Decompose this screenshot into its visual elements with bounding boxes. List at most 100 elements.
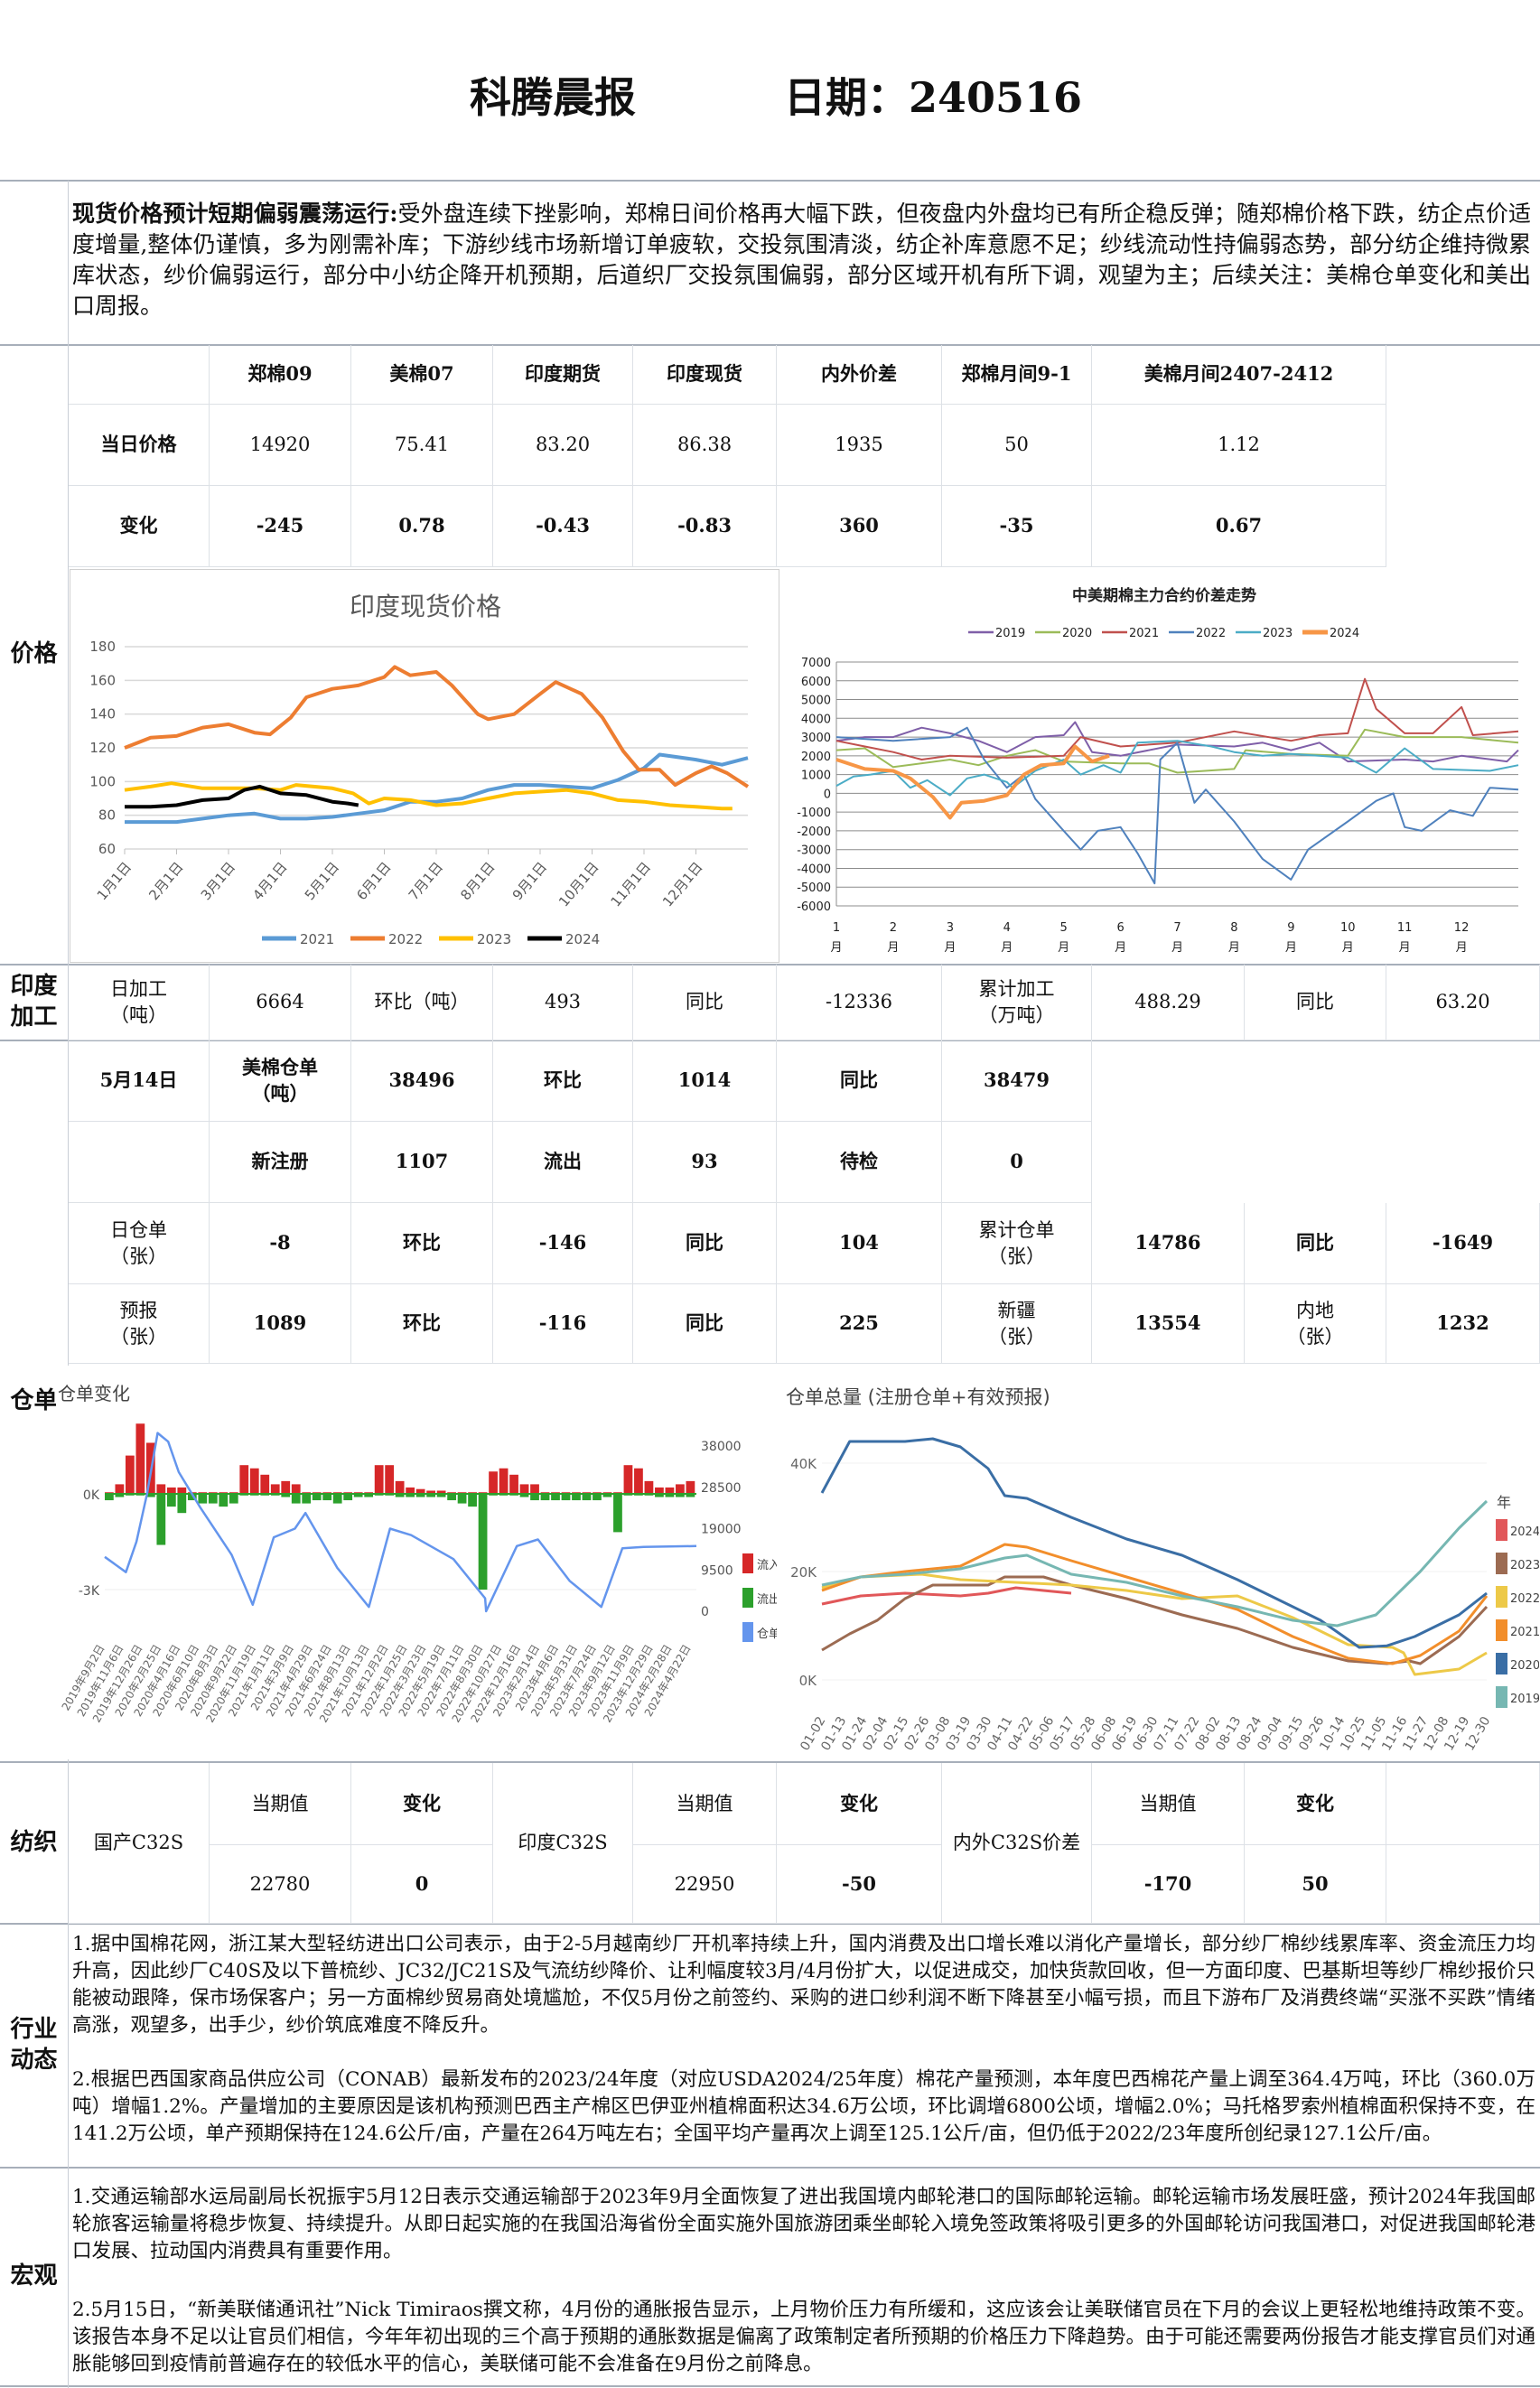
x-tick-label: 5月1日 <box>302 859 342 903</box>
y-tick-label: 0K <box>799 1673 818 1689</box>
x-tick-suffix: 月 <box>1456 941 1468 955</box>
x-tick-label: 5 <box>1060 921 1068 935</box>
us-mom-label: 环比 <box>493 1040 633 1122</box>
inflow-bar <box>249 1468 259 1494</box>
macro-news-2: 2.5月15日，“新美联储通讯社”Nick Timiraos撰文称，4月份的通胀… <box>72 2299 1535 2375</box>
series-2024 <box>821 1586 1072 1606</box>
legend-title: 年 <box>1497 1494 1511 1511</box>
y-tick-label: 160 <box>89 672 116 688</box>
outflow-bar <box>478 1494 488 1590</box>
y-tick-label: -3000 <box>797 844 831 858</box>
inflow-bar <box>374 1465 384 1494</box>
inflow-bar <box>415 1488 425 1494</box>
outflow-bar <box>219 1494 229 1507</box>
forecast-label: 预报 （张） <box>69 1284 210 1364</box>
outflow-bar <box>156 1494 166 1545</box>
cum-yoy-label: 同比 <box>1245 965 1386 1040</box>
legend-label: 2021 <box>1129 627 1159 640</box>
legend-label: 2019 <box>995 627 1025 640</box>
outflow-bar <box>593 1494 602 1501</box>
forecast-yoy-value: 225 <box>777 1284 942 1364</box>
cum-receipt-value: 14786 <box>1092 1203 1245 1284</box>
legend-label: 仓单 <box>757 1628 777 1641</box>
divider <box>0 344 1540 346</box>
price-today: 86.38 <box>633 405 777 486</box>
us-yoy-value: 38479 <box>942 1040 1092 1122</box>
inflow-bar <box>115 1484 125 1494</box>
section-india-processing: 印度 加工 <box>0 965 69 1040</box>
mom-value: 493 <box>493 965 633 1040</box>
price-header: 郑棉09 <box>210 345 351 405</box>
price-change: -0.83 <box>633 486 777 567</box>
outflow-bar <box>353 1494 363 1497</box>
inflow-bar <box>291 1484 301 1494</box>
outflow-bar <box>655 1494 664 1497</box>
price-today: 83.20 <box>493 405 633 486</box>
spread-chart: 中美期棉主力合约价差走势 7000 6000 5000 4000 3000 2000 1000… <box>780 569 1539 963</box>
cum-yoy-value: -1649 <box>1386 1203 1540 1284</box>
report-date: 日期：240516 <box>784 73 1083 122</box>
blank-cell <box>69 1122 210 1203</box>
divider <box>0 2385 1540 2387</box>
daily-mom-label: 环比 <box>351 1203 493 1284</box>
pending-label: 待检 <box>777 1122 942 1203</box>
divider <box>0 1761 1540 1763</box>
x-tick-label: 10 <box>1340 921 1356 935</box>
x-tick-suffix: 月 <box>1342 941 1354 955</box>
y-tick-label: 1000 <box>801 770 831 783</box>
chart-title: 仓单总量 (注册仓单+有效预报) <box>786 1386 1050 1408</box>
current-label: 当期值 <box>1092 1763 1245 1845</box>
legend-label: 2024 <box>1510 1525 1539 1539</box>
legend-label: 流入 <box>757 1559 777 1572</box>
price-header: 郑棉月间9-1 <box>942 345 1092 405</box>
inflow-bar <box>489 1471 498 1494</box>
summary-body: 受外盘连续下挫影响，郑棉日间价格再大幅下跌，但夜盘内外盘均已有所企稳反弹；随郑棉… <box>72 201 1531 319</box>
daily-yoy-label: 同比 <box>633 1203 777 1284</box>
inflow-bar <box>623 1465 633 1494</box>
section-industry: 行业 动态 <box>0 1924 69 2168</box>
x-tick-label: 10月1日 <box>555 859 602 909</box>
report-title: 科腾晨报 <box>470 73 636 122</box>
series-stock <box>104 1432 697 1613</box>
price-header: 内外价差 <box>777 345 942 405</box>
x-tick-label: 1月1日 <box>94 859 135 903</box>
xinjiang-value: 13554 <box>1092 1284 1245 1364</box>
outflow-bar <box>572 1494 581 1501</box>
domestic-change: 0 <box>351 1845 493 1924</box>
inflow-bar <box>426 1490 435 1494</box>
legend-label: 2022 <box>1510 1592 1539 1606</box>
price-today: 1.12 <box>1092 405 1386 486</box>
x-tick-label: 8 <box>1230 921 1237 935</box>
us-yoy-label: 同比 <box>777 1040 942 1122</box>
inland-value: 1232 <box>1386 1284 1540 1364</box>
series-2023 <box>124 781 733 811</box>
y-tick-label: 80 <box>98 807 116 824</box>
price-change: -0.43 <box>493 486 633 567</box>
x-tick-suffix: 月 <box>1115 941 1126 955</box>
current-label: 当期值 <box>633 1763 777 1845</box>
legend-label: 2024 <box>565 931 600 947</box>
outflow-bar <box>302 1494 312 1504</box>
legend-swatch <box>1496 1553 1507 1574</box>
price-today: 14920 <box>210 405 351 486</box>
outflow-bar <box>436 1494 446 1497</box>
price-change: -35 <box>942 486 1092 567</box>
x-tick-suffix: 月 <box>1001 941 1013 955</box>
pending-value: 0 <box>942 1122 1092 1203</box>
yoy-label: 同比 <box>633 965 777 1040</box>
outflow-bar <box>426 1494 435 1497</box>
inflow-bar <box>530 1484 539 1494</box>
price-today: 75.41 <box>351 405 493 486</box>
x-tick-label: 8月1日 <box>457 859 498 903</box>
legend-label: 流出 <box>757 1593 777 1607</box>
x-tick-label: 6月1日 <box>353 859 394 903</box>
x-tick-suffix: 月 <box>1228 941 1240 955</box>
price-change: 0.78 <box>351 486 493 567</box>
us-mom-value: 1014 <box>633 1040 777 1122</box>
outflow-bar <box>395 1494 405 1497</box>
cum-processing-value: 488.29 <box>1092 965 1245 1040</box>
outflow-bar <box>364 1494 374 1497</box>
x-tick-suffix: 月 <box>830 941 842 955</box>
inflow-bar <box>519 1484 529 1494</box>
inflow-bar <box>239 1465 249 1494</box>
